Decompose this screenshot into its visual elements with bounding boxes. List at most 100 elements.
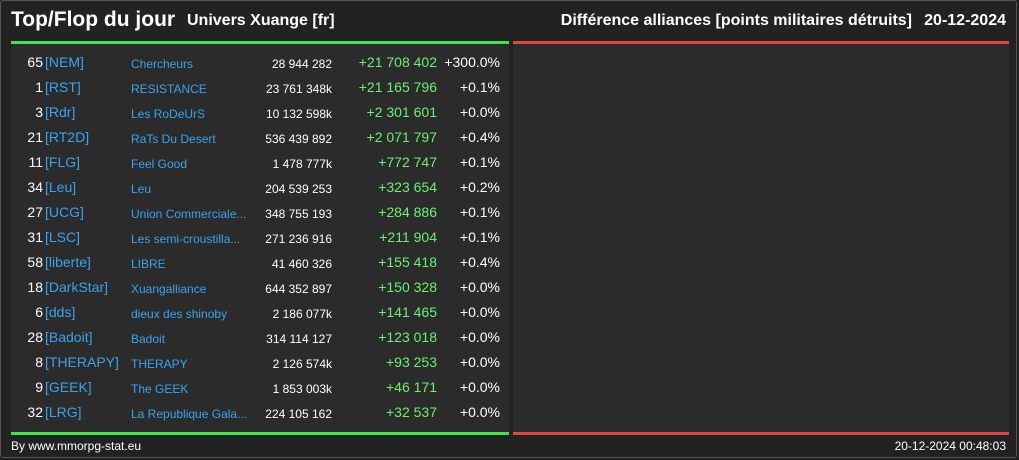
table-row: 6 [dds] dieux des shinoby 2 186 077k +141 46… xyxy=(11,301,509,326)
percent-change: +0.1% xyxy=(459,204,500,220)
alliance-points: 10 132 598k xyxy=(265,107,332,121)
points-difference: +323 654 xyxy=(378,179,437,195)
alliance-rank: 18 xyxy=(27,279,43,295)
percent-change: +300.0% xyxy=(444,54,500,70)
percent-change: +0.4% xyxy=(459,129,500,145)
points-difference: +155 418 xyxy=(378,254,437,270)
alliance-tag-link[interactable]: [liberte] xyxy=(45,254,91,270)
points-difference: +21 165 796 xyxy=(358,79,437,95)
percent-change: +0.1% xyxy=(459,79,500,95)
universe-label: Univers Xuange [fr] xyxy=(187,12,335,29)
table-row: 32 [LRG] La Republique Gala... 224 105 162 +… xyxy=(11,401,509,426)
alliance-points: 536 439 892 xyxy=(265,132,332,146)
alliance-tag-link[interactable]: [Leu] xyxy=(45,179,77,195)
points-difference: +141 465 xyxy=(378,304,437,320)
alliance-rank: 6 xyxy=(35,304,43,320)
points-difference: +284 886 xyxy=(378,204,437,220)
alliance-points: 1 478 777k xyxy=(272,157,332,171)
points-difference: +32 537 xyxy=(386,404,437,420)
points-difference: +2 071 797 xyxy=(366,129,437,145)
table-row: 27 [UCG] Union Commerciale... 348 755 193 +2… xyxy=(11,201,509,226)
table-row: 8 [THERAPY] THERAPY 2 126 574k +93 253 +0.0% xyxy=(11,351,509,376)
alliance-points: 28 944 282 xyxy=(271,57,332,71)
alliance-points: 1 853 003k xyxy=(272,382,332,396)
table-row: 28 [Badoit] Badoit 314 114 127 +123 018 +0.0% xyxy=(11,326,509,351)
alliance-name-link[interactable]: Chercheurs xyxy=(131,57,194,71)
alliance-name-link[interactable]: Les semi-croustilla... xyxy=(131,232,241,246)
points-difference: +123 018 xyxy=(378,329,437,345)
top-list: 65 [NEM] Chercheurs 28 944 282 +21 708 402 +3… xyxy=(11,51,509,426)
points-difference: +21 708 402 xyxy=(358,54,437,70)
alliance-tag-link[interactable]: [dds] xyxy=(45,304,76,320)
alliance-name-link[interactable]: La Republique Gala... xyxy=(131,407,248,421)
alliance-tag-link[interactable]: [LRG] xyxy=(45,404,82,420)
alliance-tag-link[interactable]: [NEM] xyxy=(45,54,84,70)
alliance-tag-link[interactable]: [DarkStar] xyxy=(45,279,109,295)
alliance-points: 224 105 162 xyxy=(265,407,332,421)
alliance-name-link[interactable]: RaTs Du Desert xyxy=(131,132,216,146)
table-row: 34 [Leu] Leu 204 539 253 +323 654 +0.2% xyxy=(11,176,509,201)
percent-change: +0.0% xyxy=(459,304,500,320)
points-difference: +150 328 xyxy=(378,279,437,295)
alliance-tag-link[interactable]: [GEEK] xyxy=(45,379,92,395)
alliance-rank: 58 xyxy=(27,254,43,270)
alliance-name-link[interactable]: The GEEK xyxy=(131,382,189,396)
points-difference: +211 904 xyxy=(379,229,437,245)
page-title: Top/Flop du jour xyxy=(11,8,176,31)
alliance-rank: 11 xyxy=(28,154,43,170)
table-row: 65 [NEM] Chercheurs 28 944 282 +21 708 402 +3… xyxy=(11,51,509,76)
table-row: 18 [DarkStar] Xuangalliance 644 352 897 +150… xyxy=(11,276,509,301)
table-row: 11 [FLG] Feel Good 1 478 777k +772 747 +0.1% xyxy=(11,151,509,176)
alliance-tag-link[interactable]: [Badoit] xyxy=(45,329,93,345)
alliance-points: 41 460 326 xyxy=(271,257,332,271)
alliance-name-link[interactable]: Badoit xyxy=(131,332,166,346)
percent-change: +0.4% xyxy=(459,254,500,270)
alliance-points: 314 114 127 xyxy=(266,332,332,346)
alliance-name-link[interactable]: Leu xyxy=(131,182,152,196)
alliance-name-link[interactable]: Feel Good xyxy=(131,157,188,171)
alliance-name-link[interactable]: Les RoDeUrS xyxy=(131,107,206,121)
percent-change: +0.0% xyxy=(459,379,500,395)
alliance-rank: 1 xyxy=(35,79,43,95)
alliance-points: 23 761 348k xyxy=(265,82,332,96)
alliance-name-link[interactable]: RESISTANCE xyxy=(131,82,207,96)
alliance-name-link[interactable]: LIBRE xyxy=(131,257,166,271)
alliance-name-link[interactable]: Union Commerciale... xyxy=(131,207,247,221)
alliance-tag-link[interactable]: [FLG] xyxy=(45,154,81,170)
percent-change: +0.2% xyxy=(459,179,500,195)
alliance-rank: 9 xyxy=(35,379,43,395)
flop-panel xyxy=(513,41,1009,435)
alliance-name-link[interactable]: THERAPY xyxy=(131,357,188,371)
table-row: 3 [Rdr] Les RoDeUrS 10 132 598k +2 301 601 +0… xyxy=(11,101,509,126)
alliance-points: 644 352 897 xyxy=(265,282,332,296)
alliance-tag-link[interactable]: [LSC] xyxy=(45,229,81,245)
alliance-name-link[interactable]: dieux des shinoby xyxy=(131,307,228,321)
alliance-points: 348 755 193 xyxy=(265,207,332,221)
table-row: 9 [GEEK] The GEEK 1 853 003k +46 171 +0.0% xyxy=(11,376,509,401)
points-difference: +2 301 601 xyxy=(366,104,437,120)
percent-change: +0.1% xyxy=(459,154,500,170)
table-row: 21 [RT2D] RaTs Du Desert 536 439 892 +2 071 … xyxy=(11,126,509,151)
alliance-tag-link[interactable]: [RST] xyxy=(45,79,81,95)
alliance-tag-link[interactable]: [THERAPY] xyxy=(45,354,119,370)
alliance-points: 2 186 077k xyxy=(272,307,332,321)
alliance-rank: 8 xyxy=(35,354,43,370)
alliance-rank: 21 xyxy=(27,129,43,145)
table-row: 31 [LSC] Les semi-croustilla... 271 236 916… xyxy=(11,226,509,251)
footer-credit[interactable]: By www.mmorpg-stat.eu xyxy=(11,439,142,453)
top-panel: 65 [NEM] Chercheurs 28 944 282 +21 708 402 +3… xyxy=(11,41,509,435)
table-row: 1 [RST] RESISTANCE 23 761 348k +21 165 796 +0… xyxy=(11,76,509,101)
alliance-rank: 32 xyxy=(27,404,43,420)
points-difference: +93 253 xyxy=(386,354,437,370)
alliance-name-link[interactable]: Xuangalliance xyxy=(131,282,207,296)
alliance-points: 204 539 253 xyxy=(265,182,332,196)
footer-timestamp: 20-12-2024 00:48:03 xyxy=(894,439,1006,453)
alliance-rank: 31 xyxy=(27,229,43,245)
alliance-rank: 28 xyxy=(27,329,43,345)
alliance-tag-link[interactable]: [UCG] xyxy=(45,204,84,220)
percent-change: +0.0% xyxy=(459,279,500,295)
alliance-tag-link[interactable]: [RT2D] xyxy=(45,129,90,145)
header: Top/Flop du jour Univers Xuange [fr] Dif… xyxy=(1,1,1016,41)
alliance-tag-link[interactable]: [Rdr] xyxy=(45,104,76,120)
alliance-rank: 34 xyxy=(27,179,43,195)
